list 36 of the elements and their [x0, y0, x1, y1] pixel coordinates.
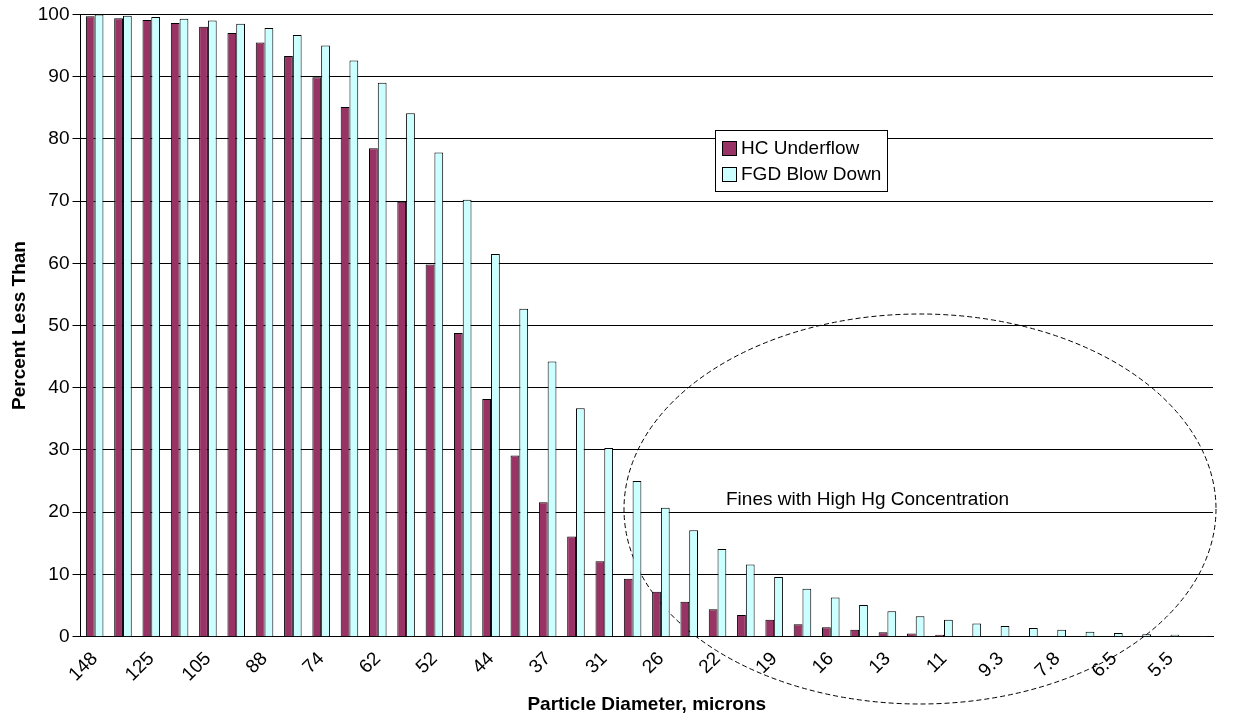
y-tick-label: 0	[58, 624, 70, 646]
x-tick-label: 37	[524, 647, 555, 678]
y-tick-label: 40	[48, 375, 70, 397]
y-tick-label: 50	[48, 313, 70, 335]
x-tick-label: 5.5	[1143, 647, 1178, 681]
x-tick-label: 19	[750, 647, 781, 678]
x-tick-label: 22	[694, 647, 725, 678]
x-tick-label: 148	[63, 647, 102, 685]
legend-label: FGD Blow Down	[741, 163, 882, 185]
x-tick-label: 31	[581, 647, 611, 678]
x-tick-label: 16	[807, 647, 838, 678]
y-tick-label: 10	[48, 562, 70, 584]
y-tick-label: 30	[48, 438, 70, 460]
annotation: Fines with High Hg Concentration	[726, 487, 1010, 510]
x-tick-label: 11	[921, 647, 951, 677]
y-tick-label: 100	[37, 2, 70, 24]
y-tick-label: 20	[48, 500, 70, 522]
x-tick-label: 74	[297, 647, 328, 678]
x-tick-label: 105	[177, 647, 215, 685]
x-tick-label: 44	[467, 647, 498, 678]
legend-label: HC Underflow	[741, 137, 860, 159]
x-tick-label: 13	[864, 647, 894, 678]
x-tick-label: 26	[637, 647, 668, 678]
x-tick-label: 88	[241, 647, 272, 678]
y-tick-label: 70	[48, 189, 70, 211]
y-tick-label: 80	[48, 127, 70, 149]
x-tick-label: 62	[354, 647, 385, 678]
x-tick-label: 52	[411, 647, 441, 678]
y-tick-label: 60	[48, 251, 70, 273]
y-axis-title: Percent Less Than	[7, 241, 29, 411]
y-tick-label: 90	[48, 64, 70, 86]
x-tick-label: 7.8	[1030, 647, 1064, 681]
x-tick-label: 9.3	[973, 647, 1008, 681]
x-tick-label: 125	[120, 647, 158, 685]
x-axis-title: Particle Diameter, microns	[527, 692, 767, 714]
x-tick-label: 6.5	[1086, 647, 1121, 681]
